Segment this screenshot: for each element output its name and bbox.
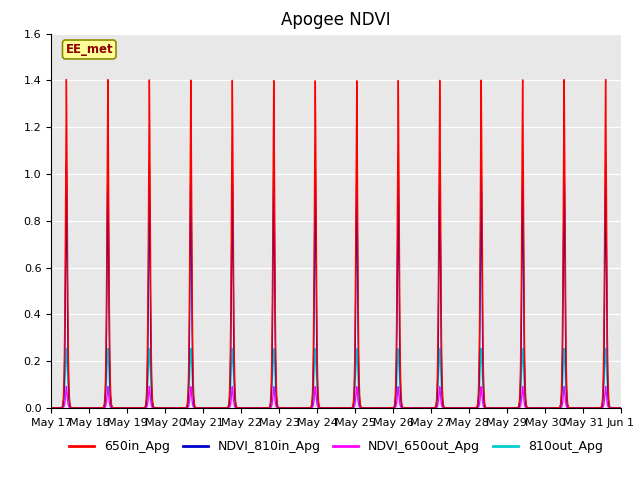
- 650in_Apg: [602, 77, 609, 83]
- NDVI_810in_Apg: [265, 405, 273, 411]
- NDVI_810in_Apg: [389, 405, 397, 411]
- NDVI_650out_Apg: [516, 405, 524, 410]
- NDVI_650out_Apg: [389, 405, 397, 411]
- NDVI_650out_Apg: [265, 405, 273, 411]
- Line: 810out_Apg: 810out_Apg: [51, 348, 621, 408]
- NDVI_650out_Apg: [47, 405, 55, 411]
- 650in_Apg: [418, 405, 426, 411]
- NDVI_650out_Apg: [418, 405, 426, 411]
- NDVI_650out_Apg: [581, 405, 589, 411]
- NDVI_650out_Apg: [617, 405, 625, 411]
- NDVI_810in_Apg: [516, 401, 524, 407]
- 650in_Apg: [617, 405, 625, 411]
- 810out_Apg: [151, 405, 159, 410]
- 810out_Apg: [472, 405, 480, 410]
- NDVI_650out_Apg: [151, 405, 159, 411]
- 650in_Apg: [516, 396, 524, 402]
- Text: EE_met: EE_met: [65, 43, 113, 56]
- NDVI_810in_Apg: [472, 405, 480, 411]
- 810out_Apg: [418, 405, 426, 411]
- NDVI_810in_Apg: [581, 405, 589, 411]
- NDVI_810in_Apg: [617, 405, 625, 411]
- NDVI_650out_Apg: [472, 405, 480, 411]
- 810out_Apg: [581, 405, 589, 411]
- NDVI_650out_Apg: [602, 384, 609, 389]
- 650in_Apg: [581, 405, 589, 411]
- 650in_Apg: [47, 405, 55, 411]
- 810out_Apg: [516, 400, 524, 406]
- 810out_Apg: [617, 405, 625, 411]
- 810out_Apg: [389, 405, 397, 411]
- 650in_Apg: [389, 405, 397, 411]
- Title: Apogee NDVI: Apogee NDVI: [281, 11, 391, 29]
- Legend: 650in_Apg, NDVI_810in_Apg, NDVI_650out_Apg, 810out_Apg: 650in_Apg, NDVI_810in_Apg, NDVI_650out_A…: [65, 435, 607, 458]
- 650in_Apg: [151, 405, 159, 411]
- NDVI_810in_Apg: [418, 405, 426, 411]
- Line: NDVI_650out_Apg: NDVI_650out_Apg: [51, 386, 621, 408]
- NDVI_810in_Apg: [151, 405, 159, 411]
- Line: 650in_Apg: 650in_Apg: [51, 80, 621, 408]
- NDVI_810in_Apg: [602, 163, 609, 168]
- 810out_Apg: [47, 405, 55, 411]
- 810out_Apg: [602, 346, 609, 351]
- Line: NDVI_810in_Apg: NDVI_810in_Apg: [51, 166, 621, 408]
- 650in_Apg: [265, 405, 273, 410]
- NDVI_810in_Apg: [47, 405, 55, 411]
- 810out_Apg: [265, 405, 273, 410]
- 650in_Apg: [472, 405, 480, 411]
